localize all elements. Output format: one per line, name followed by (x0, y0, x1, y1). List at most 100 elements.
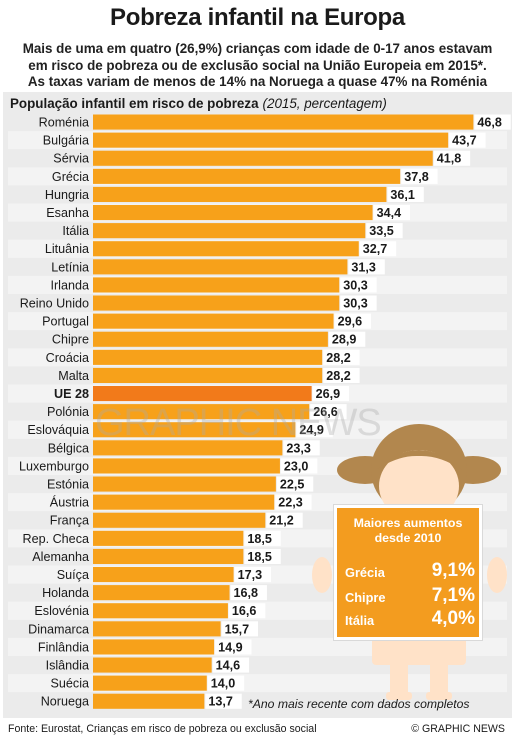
bar (93, 114, 474, 130)
value-label-background (207, 675, 245, 691)
value-label: 30,3 (343, 297, 368, 311)
category-label: Reino Unido (20, 297, 89, 311)
category-label: Luxemburgo (19, 459, 89, 473)
callout-title-line-2: desde 2010 (374, 531, 442, 545)
category-label: Irlanda (50, 278, 89, 292)
value-label: 37,8 (404, 170, 429, 184)
bar (93, 494, 275, 510)
value-label: 22,3 (278, 496, 303, 510)
category-label: Islândia (46, 659, 89, 673)
bar (93, 367, 323, 383)
value-label-background (340, 295, 377, 311)
value-label-background (276, 476, 314, 492)
value-label: 18,5 (247, 550, 272, 564)
value-label-background (474, 114, 511, 130)
chart-rows: Roménia 46,8 Bulgária 43,7 Sérvia 41,8 Grécia 3… (8, 114, 511, 709)
bar (93, 512, 266, 528)
value-label-background (310, 404, 347, 420)
value-label: 21,2 (269, 514, 294, 528)
value-label: 41,8 (437, 152, 462, 166)
bar (93, 440, 283, 456)
category-label: Croácia (46, 351, 89, 365)
value-label: 17,3 (238, 568, 263, 582)
value-label-background (387, 186, 424, 202)
category-label: Esanha (46, 206, 89, 220)
value-label: 26,9 (316, 387, 341, 401)
value-label: 46,8 (477, 116, 502, 130)
credit: © GRAPHIC NEWS (411, 723, 505, 735)
value-label-background (221, 621, 259, 637)
value-label: 28,9 (332, 333, 357, 347)
category-label: Suíça (57, 568, 89, 582)
value-label: 18,5 (247, 532, 272, 546)
value-label-background (244, 530, 281, 546)
value-label-background (312, 386, 350, 402)
callout-country: Grécia (345, 565, 385, 580)
value-label: 29,6 (338, 315, 363, 329)
value-label: 36,1 (390, 188, 415, 202)
value-label-background (244, 548, 281, 564)
callout-row: Grécia 9,1% (345, 558, 475, 582)
value-label-background (323, 367, 360, 383)
right-foot (426, 692, 452, 700)
value-label: 28,2 (326, 369, 351, 383)
category-label: Dinamarca (28, 622, 89, 636)
category-label: Malta (58, 369, 89, 383)
category-label: Noruega (41, 695, 89, 709)
value-label-background (401, 168, 438, 184)
bar (93, 331, 328, 347)
value-label: 14,6 (216, 659, 241, 673)
subtitle: Mais de uma em quatro (26,9%) crianças c… (6, 41, 509, 91)
right-leg (430, 640, 448, 698)
value-label-background (205, 693, 242, 709)
category-label: Holanda (42, 586, 89, 600)
value-label: 14,9 (218, 640, 243, 654)
category-label: Sérvia (53, 152, 89, 166)
source-note: Fonte: Eurostat, Crianças em risco de po… (8, 723, 317, 735)
callout-row: Chipre 7,1% (345, 583, 475, 607)
category-label: Chipre (52, 333, 89, 347)
value-label: 32,7 (363, 242, 388, 256)
category-label: UE 28 (54, 387, 89, 401)
bar (93, 132, 449, 148)
bar (93, 241, 359, 257)
value-label: 34,4 (377, 206, 402, 220)
right-hand (487, 557, 507, 593)
bar (93, 693, 205, 709)
value-label-background (366, 223, 403, 239)
category-label: Lituânia (45, 242, 89, 256)
category-label: Polónia (47, 405, 89, 419)
callout-value: 7,1% (431, 585, 475, 606)
value-label: 28,2 (326, 351, 351, 365)
value-label-background (212, 657, 250, 673)
value-label-background (373, 205, 410, 221)
callout-title-line-1: Maiores aumentos (353, 516, 463, 530)
value-label-background (340, 277, 377, 293)
value-label-background (449, 132, 486, 148)
callout-value: 4,0% (431, 608, 475, 629)
category-label: Alemanha (32, 550, 89, 564)
callout-value: 9,1% (431, 560, 475, 581)
bar (93, 313, 334, 329)
value-label-background (280, 458, 318, 474)
bar (93, 150, 433, 166)
category-label: França (50, 514, 89, 528)
bar (93, 277, 340, 293)
face (379, 450, 459, 522)
fringe (376, 450, 462, 470)
value-label-background (433, 150, 471, 166)
category-label: Estónia (47, 478, 89, 492)
value-label-background (296, 422, 333, 438)
value-label: 43,7 (452, 134, 477, 148)
category-label: Finlândia (38, 640, 89, 654)
left-foot (386, 692, 412, 700)
bar (93, 349, 323, 365)
page-title: Pobreza infantil na Europa (110, 4, 405, 31)
bar (93, 639, 215, 655)
callout-country: Itália (345, 613, 375, 628)
category-label: Eslovénia (34, 604, 89, 618)
value-label: 22,5 (280, 478, 305, 492)
category-label: Rep. Checa (22, 532, 89, 546)
value-label: 33,5 (369, 224, 394, 238)
bar (93, 603, 228, 619)
